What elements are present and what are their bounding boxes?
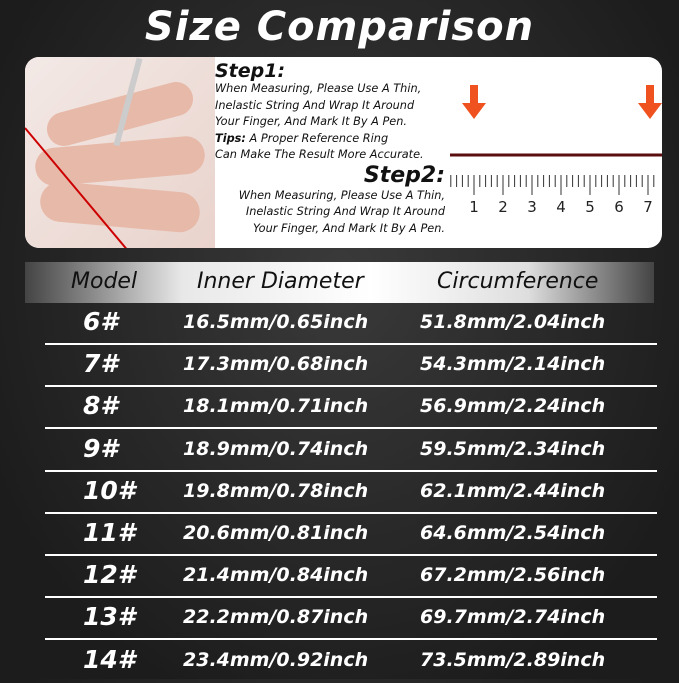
model-cell: 12# [83, 560, 136, 590]
ruler-diagram: 1 2 3 4 5 6 7 [450, 85, 662, 216]
table-row: 11# 20.6mm/0.81inch 64.6mm/2.54inch [45, 514, 657, 556]
ruler-number: 3 [527, 198, 537, 216]
table-row: 7# 17.3mm/0.68inch 54.3mm/2.14inch [45, 345, 657, 388]
circumference-cell: 64.6mm/2.54inch [420, 522, 606, 544]
hand-measuring-illustration [25, 57, 215, 248]
ruler-number: 4 [556, 198, 566, 216]
header-circumference: Circumference [437, 269, 599, 294]
ruler-number: 2 [498, 198, 508, 216]
inner-diameter-cell: 17.3mm/0.68inch [183, 353, 369, 376]
step1-line: Inelastic String And Wrap It Around [215, 98, 415, 112]
tips-label: Tips: [215, 131, 246, 145]
ruler-number: 5 [585, 198, 595, 216]
circumference-cell: 73.5mm/2.89inch [420, 648, 606, 671]
tips-line: A Proper Reference Ring [249, 131, 389, 145]
inner-diameter-cell: 21.4mm/0.84inch [183, 564, 369, 587]
step2-heading: Step2: [363, 162, 445, 188]
model-cell: 6# [83, 307, 118, 336]
ruler-number: 1 [469, 198, 479, 216]
ruler-number: 6 [614, 198, 624, 216]
header-model: Model [71, 269, 138, 294]
step2-line: Your Finger, And Mark It By A Pen. [253, 221, 445, 235]
step2-line: When Measuring, Please Use A Thin, [238, 188, 445, 202]
tips-line: Can Make The Result More Accurate. [215, 148, 424, 161]
circumference-cell: 56.9mm/2.24inch [420, 395, 606, 418]
inner-diameter-cell: 23.4mm/0.92inch [183, 648, 369, 671]
model-cell: 10# [83, 475, 136, 505]
measurement-instructions-card: Step1: When Measuring, Please Use A Thin… [25, 57, 662, 248]
table-row: 13# 22.2mm/0.87inch 69.7mm/2.74inch [45, 598, 657, 641]
page-title: Size Comparison [144, 4, 535, 50]
circumference-cell: 51.8mm/2.04inch [420, 311, 606, 333]
table-header: Model Inner Diameter Circumference [25, 262, 654, 303]
table-row: 14# 23.4mm/0.92inch 73.5mm/2.89inch [45, 641, 657, 683]
inner-diameter-cell: 19.8mm/0.78inch [183, 479, 369, 502]
instructions-text: Step1: When Measuring, Please Use A Thin… [215, 61, 445, 237]
inner-diameter-cell: 18.9mm/0.74inch [183, 437, 369, 460]
inner-diameter-cell: 18.1mm/0.71inch [183, 395, 369, 418]
table-row: 6# 16.5mm/0.65inch 51.8mm/2.04inch [45, 303, 657, 345]
circumference-cell: 67.2mm/2.56inch [420, 564, 606, 587]
arrow-icon [638, 85, 662, 119]
circumference-cell: 69.7mm/2.74inch [420, 606, 606, 629]
step1-line: Your Finger, And Mark It By A Pen. [215, 115, 407, 128]
inner-diameter-cell: 16.5mm/0.65inch [183, 311, 369, 333]
model-cell: 14# [83, 644, 136, 674]
circumference-cell: 54.3mm/2.14inch [420, 353, 606, 376]
table-row: 10# 19.8mm/0.78inch 62.1mm/2.44inch [45, 472, 657, 514]
header-inner-diameter: Inner Diameter [197, 269, 364, 294]
circumference-cell: 59.5mm/2.34inch [420, 437, 606, 460]
arrow-icon [462, 85, 486, 119]
model-cell: 8# [83, 391, 118, 421]
model-cell: 7# [83, 349, 118, 379]
ruler-numbers: 1 2 3 4 5 6 7 [469, 198, 653, 216]
inner-diameter-cell: 20.6mm/0.81inch [183, 522, 369, 544]
model-cell: 9# [83, 433, 118, 463]
step1-heading: Step1: [215, 60, 286, 82]
ruler-number: 7 [643, 198, 653, 216]
inner-diameter-cell: 22.2mm/0.87inch [183, 606, 369, 629]
model-cell: 13# [83, 602, 136, 632]
step2-line: Inelastic String And Wrap It Around [245, 205, 445, 218]
table-row: 12# 21.4mm/0.84inch 67.2mm/2.56inch [45, 556, 657, 599]
step1-line: When Measuring, Please Use A Thin, [215, 82, 422, 95]
table-row: 9# 18.9mm/0.74inch 59.5mm/2.34inch [45, 430, 657, 472]
model-cell: 11# [83, 518, 136, 547]
ruler-ticks [450, 175, 655, 195]
table-row: 8# 18.1mm/0.71inch 56.9mm/2.24inch [45, 387, 657, 430]
circumference-cell: 62.1mm/2.44inch [420, 479, 606, 502]
